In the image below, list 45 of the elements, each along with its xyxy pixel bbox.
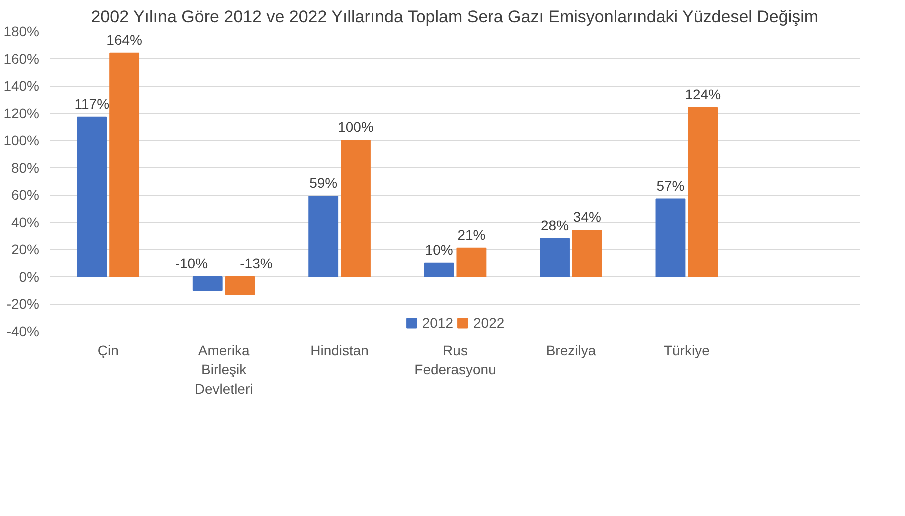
data-label: -10%	[175, 256, 208, 272]
bar	[424, 262, 454, 278]
bar	[540, 238, 570, 278]
data-label: 164%	[106, 32, 142, 48]
bar	[77, 116, 108, 278]
x-tick-label: Hindistan	[310, 342, 369, 358]
y-tick-label: 20%	[11, 242, 40, 258]
legend-label: 2012	[422, 315, 454, 331]
data-label: -13%	[240, 256, 273, 272]
y-tick-label: 0%	[19, 268, 40, 285]
y-tick-label: 120%	[4, 105, 40, 122]
data-label: 21%	[458, 226, 486, 243]
y-tick-label: -20%	[6, 296, 40, 312]
bar	[341, 140, 371, 278]
chart-title: 2002 Yılına Göre 2012 ve 2022 Yıllarında Toplam Sera Gazı Emisyonlarındaki Yüzdesel Değişim	[91, 8, 819, 26]
y-tick-label: 180%	[4, 24, 40, 40]
data-label: 100%	[338, 119, 374, 136]
x-tick-label: Amerika Birleşik Devletleri	[194, 342, 254, 397]
data-label: 59%	[310, 175, 338, 192]
data-label: 117%	[74, 96, 110, 112]
y-tick-label: 40%	[11, 214, 40, 230]
y-tick-label: 80%	[11, 160, 40, 176]
y-tick-label: -40%	[6, 324, 40, 340]
bar	[225, 276, 256, 296]
data-label: 34%	[573, 209, 602, 226]
y-tick-label: 160%	[4, 50, 40, 67]
data-label: 124%	[685, 86, 722, 102]
data-label: 57%	[656, 178, 685, 194]
bar	[308, 196, 339, 278]
x-tick-label: Rus Federasyonu	[414, 342, 496, 378]
y-tick-label: 140%	[4, 78, 40, 94]
x-tick-label: Türkiye	[664, 342, 710, 358]
y-tick-label: 100%	[4, 132, 40, 149]
legend-label: 2022	[474, 315, 505, 331]
bar	[656, 198, 686, 278]
x-tick-label: Çin	[98, 342, 119, 358]
bar	[110, 52, 140, 278]
bar	[192, 276, 223, 292]
bar	[456, 248, 487, 278]
data-label: 28%	[541, 217, 570, 234]
bar	[572, 230, 602, 278]
bar	[688, 107, 718, 278]
data-label: 10%	[425, 242, 454, 258]
x-tick-label: Brezilya	[546, 342, 596, 358]
y-tick-label: 60%	[11, 187, 40, 204]
